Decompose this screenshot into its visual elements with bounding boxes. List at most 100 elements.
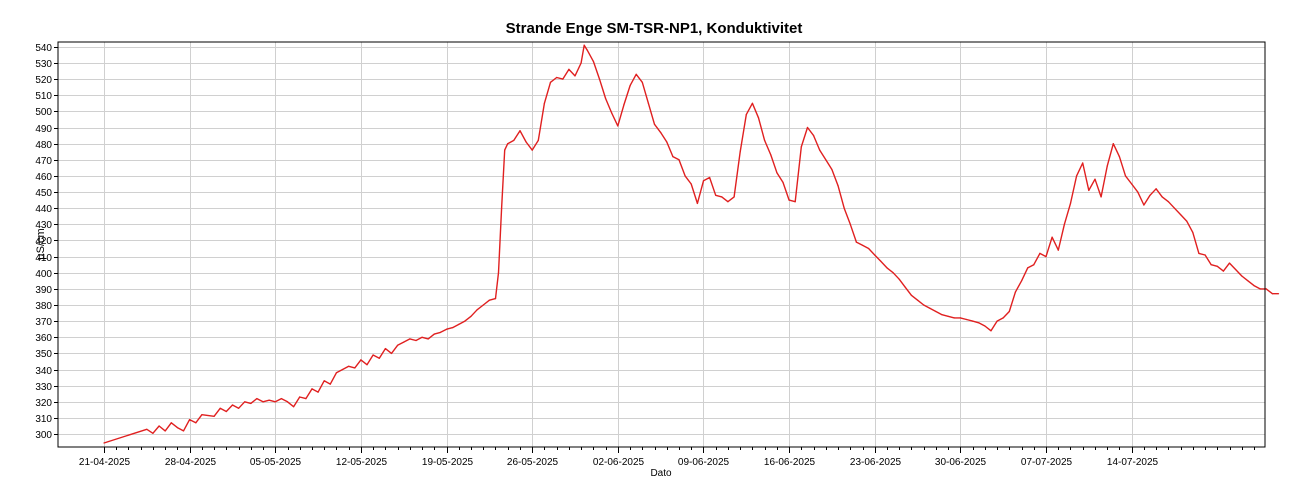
y-tick-label: 310 — [35, 414, 52, 425]
data-point — [1253, 285, 1255, 287]
y-tick-label: 370 — [35, 317, 52, 328]
x-tick-label: 05-05-2025 — [250, 457, 302, 468]
data-point — [1106, 165, 1108, 167]
data-point — [770, 154, 772, 156]
data-point — [1198, 252, 1200, 254]
data-point — [929, 307, 931, 309]
data-point — [1082, 162, 1084, 164]
x-tick-label: 26-05-2025 — [507, 457, 559, 468]
data-point — [923, 304, 925, 306]
y-tick-label: 340 — [35, 366, 52, 377]
data-point — [427, 338, 429, 340]
data-point — [182, 430, 185, 432]
data-point — [917, 299, 919, 301]
y-tick-label: 470 — [35, 156, 52, 167]
x-axis-label: Dato — [650, 468, 672, 479]
data-point — [806, 126, 809, 129]
data-point — [953, 317, 955, 319]
data-point — [660, 131, 662, 133]
y-axis: 300 310 320 330 340 350 360 370 380 390 400 410 420 4… — [35, 43, 58, 441]
data-point — [837, 185, 839, 187]
data-point — [751, 102, 754, 104]
data-point — [843, 207, 845, 209]
data-point — [293, 406, 295, 408]
data-point — [745, 114, 747, 116]
data-point — [1222, 270, 1224, 272]
data-point — [886, 267, 888, 269]
data-point — [189, 419, 191, 421]
data-point — [598, 78, 601, 80]
data-point — [1069, 202, 1072, 204]
y-axis-label: µS/cm — [35, 228, 47, 259]
data-point — [678, 159, 680, 161]
data-point — [684, 175, 686, 177]
y-tick-label: 450 — [35, 188, 52, 199]
data-point — [549, 81, 552, 83]
data-point — [721, 196, 723, 198]
y-tick-label: 510 — [35, 91, 52, 102]
data-point — [1204, 254, 1206, 256]
x-tick-label: 09-06-2025 — [678, 457, 730, 468]
data-point — [403, 341, 405, 343]
x-tick-label: 30-06-2025 — [935, 457, 987, 468]
data-point — [458, 323, 460, 325]
data-point — [831, 168, 833, 171]
data-point — [244, 401, 246, 403]
data-point — [421, 336, 423, 338]
y-tick-label: 330 — [35, 382, 52, 393]
data-point — [727, 201, 729, 203]
data-point — [1076, 175, 1078, 177]
data-point — [1027, 267, 1029, 269]
data-point — [825, 159, 827, 161]
data-point — [941, 314, 943, 316]
data-point — [1100, 196, 1102, 198]
data-point — [813, 135, 815, 137]
y-tick-label: 320 — [35, 398, 52, 409]
data-point — [176, 427, 178, 429]
data-point — [152, 432, 154, 434]
data-point — [715, 194, 717, 196]
x-tick-label: 19-05-2025 — [422, 457, 474, 468]
data-point — [647, 102, 650, 104]
data-point — [617, 125, 619, 127]
data-point — [213, 415, 215, 417]
data-point — [965, 318, 968, 321]
data-point — [507, 143, 509, 145]
data-point — [1112, 143, 1114, 145]
plot-frame — [57, 41, 1266, 448]
y-tick-label: 390 — [35, 285, 52, 296]
y-tick-label: 400 — [35, 269, 52, 280]
data-point — [519, 130, 521, 132]
data-point — [556, 76, 558, 79]
data-point — [311, 388, 313, 390]
x-tick-label: 16-06-2025 — [764, 457, 816, 468]
data-point — [231, 404, 234, 406]
data-point — [164, 430, 166, 432]
grid-lines — [58, 42, 1265, 447]
data-point — [898, 278, 900, 280]
data-point — [868, 247, 870, 250]
data-point — [702, 180, 705, 182]
data-point — [354, 367, 356, 369]
data-point — [629, 85, 631, 87]
data-point — [501, 207, 503, 209]
data-point — [1051, 236, 1053, 238]
data-point — [543, 102, 546, 104]
x-tick-label: 02-06-2025 — [593, 457, 645, 468]
data-point — [984, 325, 986, 327]
data-point — [1216, 265, 1218, 267]
x-tick-label: 21-04-2025 — [79, 457, 131, 468]
y-tick-label: 380 — [35, 301, 52, 312]
data-point — [819, 149, 821, 151]
data-point — [1265, 288, 1267, 290]
data-point — [1002, 317, 1004, 319]
data-point — [757, 117, 760, 119]
data-point — [446, 328, 448, 330]
data-point — [360, 359, 362, 361]
data-point — [286, 401, 289, 403]
data-point — [666, 141, 668, 143]
data-point — [317, 391, 319, 393]
data-point — [1143, 204, 1145, 206]
y-tick-label: 360 — [35, 333, 52, 344]
data-point — [366, 364, 368, 366]
